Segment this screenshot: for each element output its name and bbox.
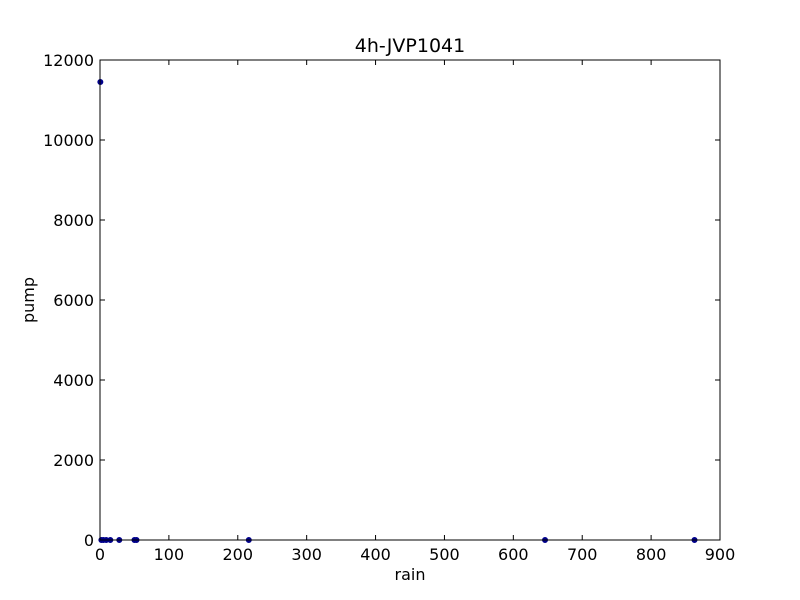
x-tick-label: 400 [360, 545, 391, 564]
y-tick-label: 2000 [53, 451, 94, 470]
x-axis-ticks: 0 100 200 300 400 500 600 700 800 900 [95, 60, 735, 564]
y-tick-label: 0 [84, 531, 94, 550]
x-tick-label: 200 [223, 545, 254, 564]
x-tick-label: 500 [429, 545, 460, 564]
data-points [97, 79, 698, 543]
y-tick-label: 12000 [43, 51, 94, 70]
plot-frame [99, 59, 721, 541]
y-axis-ticks: 0 2000 4000 6000 8000 10000 12000 [43, 51, 720, 550]
x-tick-label: 800 [636, 545, 667, 564]
y-tick-label: 4000 [53, 371, 94, 390]
x-axis-label: rain [395, 565, 426, 584]
x-tick-label: 700 [567, 545, 598, 564]
y-tick-label: 6000 [53, 291, 94, 310]
x-tick-label: 600 [498, 545, 529, 564]
y-axis-label: pump [19, 277, 38, 323]
y-tick-label: 10000 [43, 131, 94, 150]
x-tick-label: 100 [154, 545, 185, 564]
x-tick-label: 0 [95, 545, 105, 564]
y-tick-label: 8000 [53, 211, 94, 230]
chart-title: 4h-JVP1041 [355, 35, 465, 57]
x-tick-label: 300 [291, 545, 322, 564]
x-tick-label: 900 [705, 545, 736, 564]
